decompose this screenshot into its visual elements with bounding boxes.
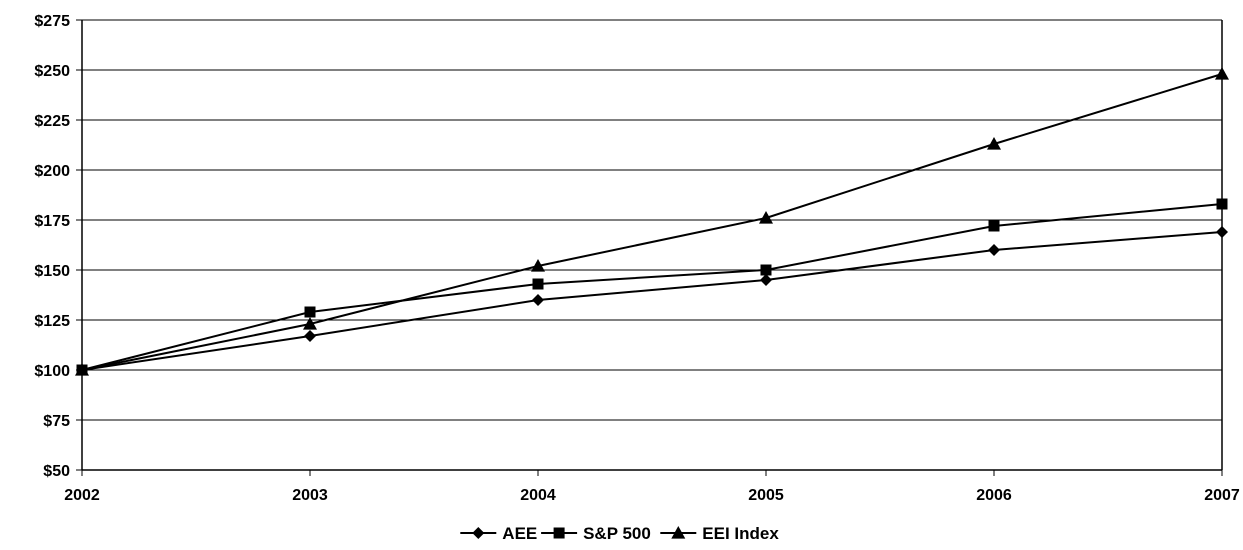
data-point-s-p-500 — [532, 278, 544, 290]
data-point-aee — [1216, 226, 1228, 238]
legend-marker-s-p-500 — [553, 527, 565, 539]
y-tick-label: $225 — [34, 113, 70, 130]
x-tick-label: 2007 — [1204, 487, 1240, 504]
data-point-aee — [532, 294, 544, 306]
legend-label: EEI Index — [702, 524, 779, 543]
series-line-aee — [81, 231, 1223, 371]
data-point-s-p-500 — [988, 220, 1000, 232]
x-tick-label: 2005 — [748, 487, 784, 504]
legend-item-s-p-500: S&P 500 — [541, 524, 651, 543]
y-tick-label: $275 — [34, 13, 70, 30]
y-tick-label: $125 — [34, 313, 70, 330]
y-tick-label: $150 — [34, 263, 70, 280]
y-tick-label: $250 — [34, 63, 70, 80]
data-point-aee — [304, 330, 316, 342]
series-aee — [76, 226, 1228, 376]
data-point-eei-index — [759, 211, 773, 224]
legend-label: AEE — [502, 524, 537, 543]
legend-marker-eei-index — [671, 526, 686, 539]
data-point-aee — [760, 274, 772, 286]
y-axis-tick-labels: $50 $75 $100 $125 $150 $175 $200 $225 $250 $275 — [34, 13, 70, 480]
legend-item-aee: AEE — [460, 524, 537, 543]
data-point-s-p-500 — [1216, 198, 1228, 210]
series-s-p-500 — [76, 198, 1228, 376]
y-tick-label: $175 — [34, 213, 70, 230]
x-tick-label: 2003 — [292, 487, 328, 504]
data-point-eei-index — [987, 137, 1001, 150]
y-tick-label: $200 — [34, 163, 70, 180]
legend-marker-aee — [472, 527, 485, 539]
legend-item-eei-index: EEI Index — [660, 524, 779, 543]
series-line-eei-index — [81, 73, 1223, 371]
data-point-eei-index — [75, 363, 89, 376]
x-tick-label: 2002 — [64, 487, 100, 504]
x-tick-label: 2006 — [976, 487, 1012, 504]
data-point-s-p-500 — [760, 264, 772, 276]
data-point-eei-index — [531, 259, 545, 272]
y-tick-label: $50 — [43, 463, 70, 480]
y-tick-label: $75 — [43, 413, 70, 430]
axes — [76, 19, 1223, 476]
y-tick-label: $100 — [34, 363, 70, 380]
legend-label: S&P 500 — [583, 524, 651, 543]
x-tick-label: 2004 — [520, 487, 556, 504]
series-line-s-p-500 — [81, 203, 1223, 371]
data-point-s-p-500 — [304, 306, 316, 318]
data-point-eei-index — [1215, 67, 1229, 80]
data-point-aee — [988, 244, 1000, 256]
data-point-eei-index — [303, 317, 317, 330]
x-axis-tick-labels: 2002 2003 2004 2005 2006 2007 — [64, 487, 1240, 504]
series-group — [75, 67, 1229, 376]
legend: AEE S&P 500 EEI Index — [460, 524, 779, 543]
gridlines — [82, 19, 1222, 471]
series-eei-index — [75, 67, 1229, 376]
